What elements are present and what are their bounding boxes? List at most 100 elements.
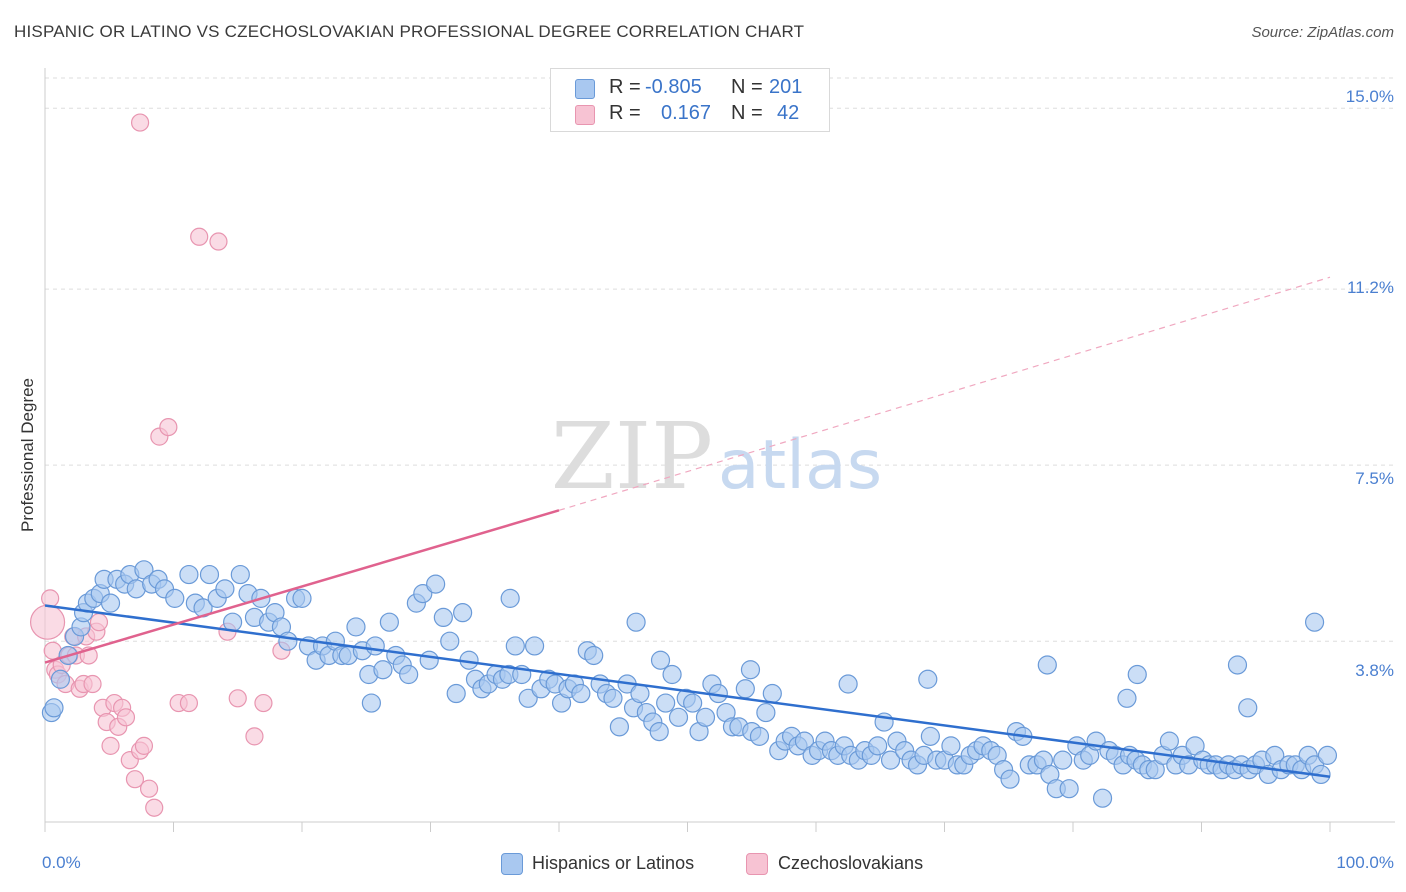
hispanic-point-79 — [571, 683, 591, 704]
hispanic-point-192 — [1317, 745, 1338, 765]
hispanic-point-20 — [165, 588, 185, 608]
hispanic-point-11 — [100, 593, 121, 613]
hispanic-point-132 — [920, 726, 940, 746]
hispanic-point-106 — [749, 726, 770, 746]
hispanic-point-204 — [361, 693, 381, 713]
legend-n-label: N = — [731, 102, 763, 124]
legend-swatch-pink — [575, 105, 595, 125]
hispanic-point-59 — [440, 631, 460, 651]
hispanic-point-88 — [630, 683, 650, 704]
y-tick-3-8: 3.8% — [1355, 661, 1394, 680]
hispanic-point-153 — [1059, 779, 1079, 799]
x-tick-max: 100.0% — [1336, 853, 1394, 872]
bottom-legend-hispanic: Hispanics or Latinos — [532, 853, 695, 873]
czech-point-38 — [245, 727, 264, 746]
hispanic-point-201 — [626, 612, 646, 632]
legend-r-value: 0.167 — [661, 102, 712, 124]
hispanic-point-168 — [1159, 731, 1179, 751]
legend-n-label: N = — [731, 76, 763, 98]
hispanic-point-203 — [500, 588, 520, 608]
legend-r-value: -0.805 — [645, 76, 702, 98]
czech-point-19 — [101, 736, 120, 755]
hispanic-point-197 — [1117, 688, 1137, 708]
czech-point-0 — [29, 604, 66, 640]
hispanic-point-93 — [662, 664, 682, 685]
hispanic-point-57 — [426, 574, 446, 594]
legend-swatch-blue — [575, 79, 595, 99]
czech-point-14 — [83, 674, 102, 694]
hispanic-point-124 — [868, 736, 888, 756]
hispanic-point-92 — [656, 693, 676, 713]
hispanic-point-48 — [365, 636, 385, 656]
legend-n-value: 42 — [777, 102, 800, 124]
hispanic-point-98 — [695, 707, 716, 727]
hispanic-point-24 — [199, 564, 220, 585]
hispanic-point-21 — [179, 564, 199, 585]
hispanic-point-84 — [603, 688, 623, 708]
legend-row-czech: R = 0.167 N = 42 — [551, 102, 829, 126]
legend-row-hispanic: R = -0.805 N = 201 — [551, 76, 829, 100]
hispanic-point-194 — [1127, 664, 1147, 685]
legend-n-value: 201 — [769, 76, 803, 98]
hispanic-point-104 — [735, 679, 755, 699]
hispanic-point-53 — [399, 664, 419, 685]
hispanic-point-152 — [1053, 750, 1073, 770]
czech-point-23 — [116, 708, 136, 727]
hispanic-point-49 — [373, 660, 393, 680]
hispanic-point-69 — [505, 636, 525, 656]
hispanic-point-60 — [446, 683, 466, 704]
hispanic-point-200 — [740, 660, 761, 680]
czech-point-25 — [125, 770, 145, 789]
hispanic-point-202 — [650, 650, 671, 670]
hispanic-point-126 — [880, 750, 901, 770]
stats-legend: R = -0.805 N = 201 R = 0.167 N = 42 — [550, 68, 830, 132]
hispanic-point-107 — [756, 702, 776, 723]
czech-trend-line — [44, 509, 560, 664]
czech-point-28 — [139, 779, 159, 798]
hispanic-point-58 — [433, 607, 453, 628]
czech-trend-extension — [558, 276, 1331, 511]
hispanic-point-55 — [413, 584, 433, 604]
x-tick-min: 0.0% — [42, 853, 81, 872]
hispanic-point-61 — [453, 603, 473, 623]
czech-point-16 — [89, 613, 109, 632]
watermark-zip: ZIP — [551, 403, 713, 510]
hispanic-point-94 — [668, 707, 689, 727]
hispanic-point-199 — [918, 669, 938, 689]
hispanic-point-1 — [44, 698, 64, 718]
hispanic-point-193 — [1037, 655, 1057, 675]
czech-point-34 — [190, 227, 209, 246]
bottom-legend-czech: Czechoslovakians — [778, 853, 924, 873]
y-axis-label: Professional Degree — [18, 377, 37, 533]
czech-point-41 — [130, 113, 150, 132]
hispanic-point-37 — [292, 588, 312, 608]
legend-r-label: R = — [609, 102, 641, 124]
hispanic-point-205 — [1238, 698, 1258, 718]
czech-point-1 — [41, 589, 60, 608]
hispanic-point-72 — [524, 636, 545, 656]
bottom-legend-swatch-blue — [501, 853, 523, 875]
hispanic-point-108 — [762, 683, 782, 704]
hispanic-point-96 — [683, 693, 703, 713]
source-label: Source: ZipAtlas.com — [1251, 24, 1394, 41]
hispanic-point-198 — [838, 674, 858, 694]
hispanic-point-2 — [50, 669, 71, 689]
y-tick-7-5: 7.5% — [1355, 469, 1394, 488]
hispanic-trend-line — [44, 604, 1331, 779]
hispanic-point-81 — [584, 645, 604, 666]
watermark-atlas: atlas — [718, 426, 882, 505]
legend-r-label: R = — [609, 76, 641, 98]
czech-point-29 — [145, 798, 164, 817]
hispanic-point-26 — [215, 579, 235, 599]
hispanic-point-195 — [1227, 655, 1248, 675]
bottom-legend-swatch-pink — [746, 853, 768, 875]
chart-title: HISPANIC OR LATINO VS CZECHOSLOVAKIAN PR… — [14, 22, 805, 41]
hispanic-point-50 — [379, 612, 399, 632]
czech-point-27 — [134, 736, 154, 755]
hispanic-point-35 — [278, 631, 298, 651]
czech-point-35 — [209, 232, 228, 251]
y-tick-15-0: 15.0% — [1345, 87, 1394, 106]
hispanic-point-56 — [419, 650, 439, 670]
hispanic-point-28 — [230, 564, 250, 585]
